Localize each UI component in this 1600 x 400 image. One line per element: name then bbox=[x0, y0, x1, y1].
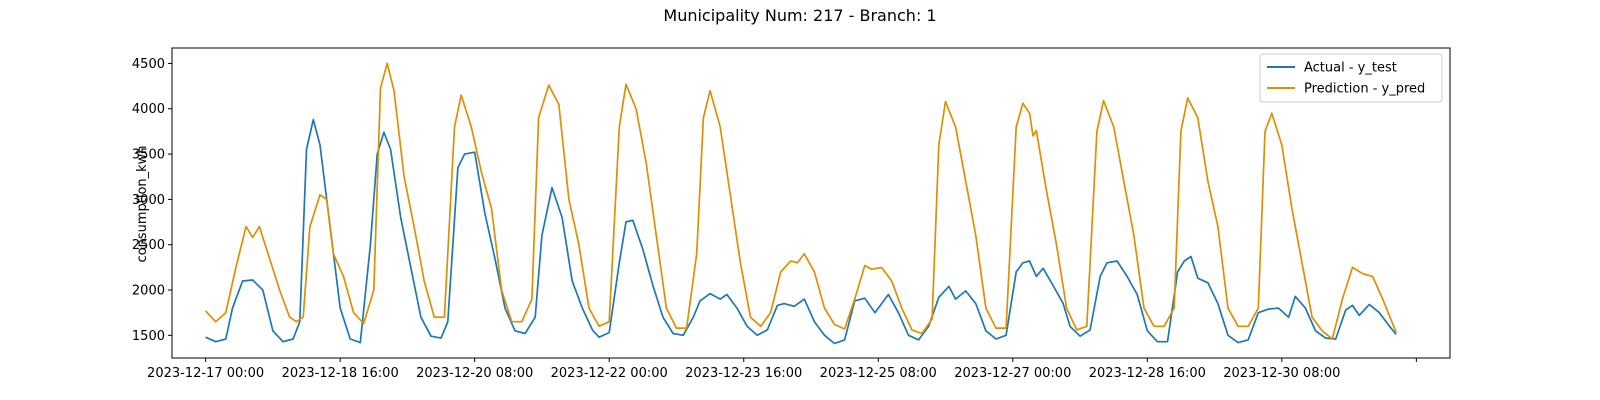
y-axis-label: consumption_kwh bbox=[135, 145, 150, 262]
y-tick-label: 4000 bbox=[132, 102, 165, 117]
x-tick-label: 2023-12-23 16:00 bbox=[685, 366, 802, 381]
x-tick-label: 2023-12-18 16:00 bbox=[282, 366, 399, 381]
legend-box bbox=[1259, 53, 1443, 103]
series-line-1 bbox=[205, 118, 1397, 345]
y-tick-label: 2000 bbox=[132, 284, 165, 299]
x-tick-label: 2023-12-22 00:00 bbox=[551, 366, 668, 381]
y-tick-label: 2500 bbox=[132, 238, 165, 253]
x-tick-label: 2023-12-20 08:00 bbox=[416, 366, 533, 381]
legend-label-2: Prediction - y_pred bbox=[1304, 82, 1425, 97]
x-tick-label: 2023-12-28 16:00 bbox=[1089, 366, 1206, 381]
legend: Actual - y_test Prediction - y_pred bbox=[1259, 53, 1443, 103]
axes-frame bbox=[171, 47, 1451, 359]
series-line-2 bbox=[204, 62, 1397, 340]
x-tick-label: 2023-12-30 08:00 bbox=[1223, 366, 1340, 381]
y-tick-label: 4500 bbox=[132, 57, 165, 72]
x-tick-label: 2023-12-25 08:00 bbox=[820, 366, 937, 381]
x-tick-label: 2023-12-17 00:00 bbox=[147, 366, 264, 381]
x-tick-label: 2023-12-27 00:00 bbox=[954, 366, 1071, 381]
x-axis-ticks: 2023-12-17 00:00 2023-12-18 16:00 2023-12-… bbox=[147, 358, 1417, 381]
y-tick-label: 3000 bbox=[132, 193, 165, 208]
chart-title: Municipality Num: 217 - Branch: 1 bbox=[663, 6, 936, 25]
plot-area bbox=[204, 62, 1397, 345]
legend-label-1: Actual - y_test bbox=[1304, 61, 1397, 76]
y-tick-label: 3500 bbox=[132, 148, 165, 163]
y-axis-ticks: 1500 2000 2500 3000 3500 4000 4500 bbox=[132, 57, 172, 344]
y-tick-label: 1500 bbox=[132, 329, 165, 344]
